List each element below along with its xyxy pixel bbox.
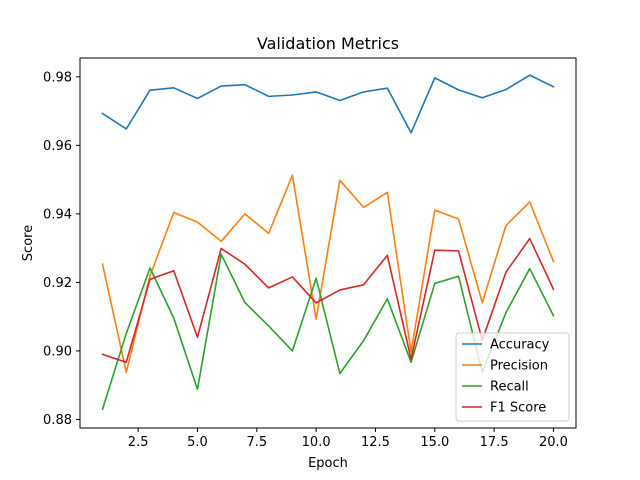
series-line-precision bbox=[101, 174, 555, 373]
x-axis-label: Epoch bbox=[308, 456, 348, 471]
plot-area bbox=[101, 74, 555, 411]
x-tick-label: 10.0 bbox=[302, 435, 331, 450]
x-tick-label: 17.5 bbox=[480, 435, 509, 450]
y-tick-label: 0.92 bbox=[43, 276, 72, 291]
x-tick-label: 20.0 bbox=[539, 435, 568, 450]
x-tick-label: 2.5 bbox=[128, 435, 149, 450]
legend-label-f1-score: F1 Score bbox=[490, 401, 546, 416]
x-tick-label: 5.0 bbox=[187, 435, 208, 450]
series-line-f1-score bbox=[101, 237, 555, 364]
legend-box bbox=[455, 332, 570, 422]
legend-label-recall: Recall bbox=[490, 380, 529, 395]
y-tick-label: 0.94 bbox=[43, 207, 72, 222]
legend: Accuracy Precision Recall F1 Score bbox=[455, 332, 570, 422]
series-line-accuracy bbox=[101, 74, 555, 134]
legend-label-accuracy: Accuracy bbox=[490, 338, 550, 353]
plot-frame bbox=[79, 57, 577, 429]
x-axis: 2.5 5.0 7.5 10.0 12.5 15.0 17.5 20.0 bbox=[128, 428, 568, 450]
y-tick-label: 0.96 bbox=[43, 139, 72, 154]
y-axis: 0.88 0.90 0.92 0.94 0.96 0.98 bbox=[43, 70, 80, 428]
x-tick-label: 12.5 bbox=[361, 435, 390, 450]
y-tick-label: 0.88 bbox=[43, 413, 72, 428]
chart-title: Validation Metrics bbox=[257, 34, 399, 53]
x-tick-label: 15.0 bbox=[420, 435, 449, 450]
x-tick-label: 7.5 bbox=[246, 435, 267, 450]
y-tick-label: 0.98 bbox=[43, 70, 72, 85]
legend-label-precision: Precision bbox=[490, 359, 548, 374]
y-axis-label: Score bbox=[21, 225, 36, 261]
y-tick-label: 0.90 bbox=[43, 344, 72, 359]
